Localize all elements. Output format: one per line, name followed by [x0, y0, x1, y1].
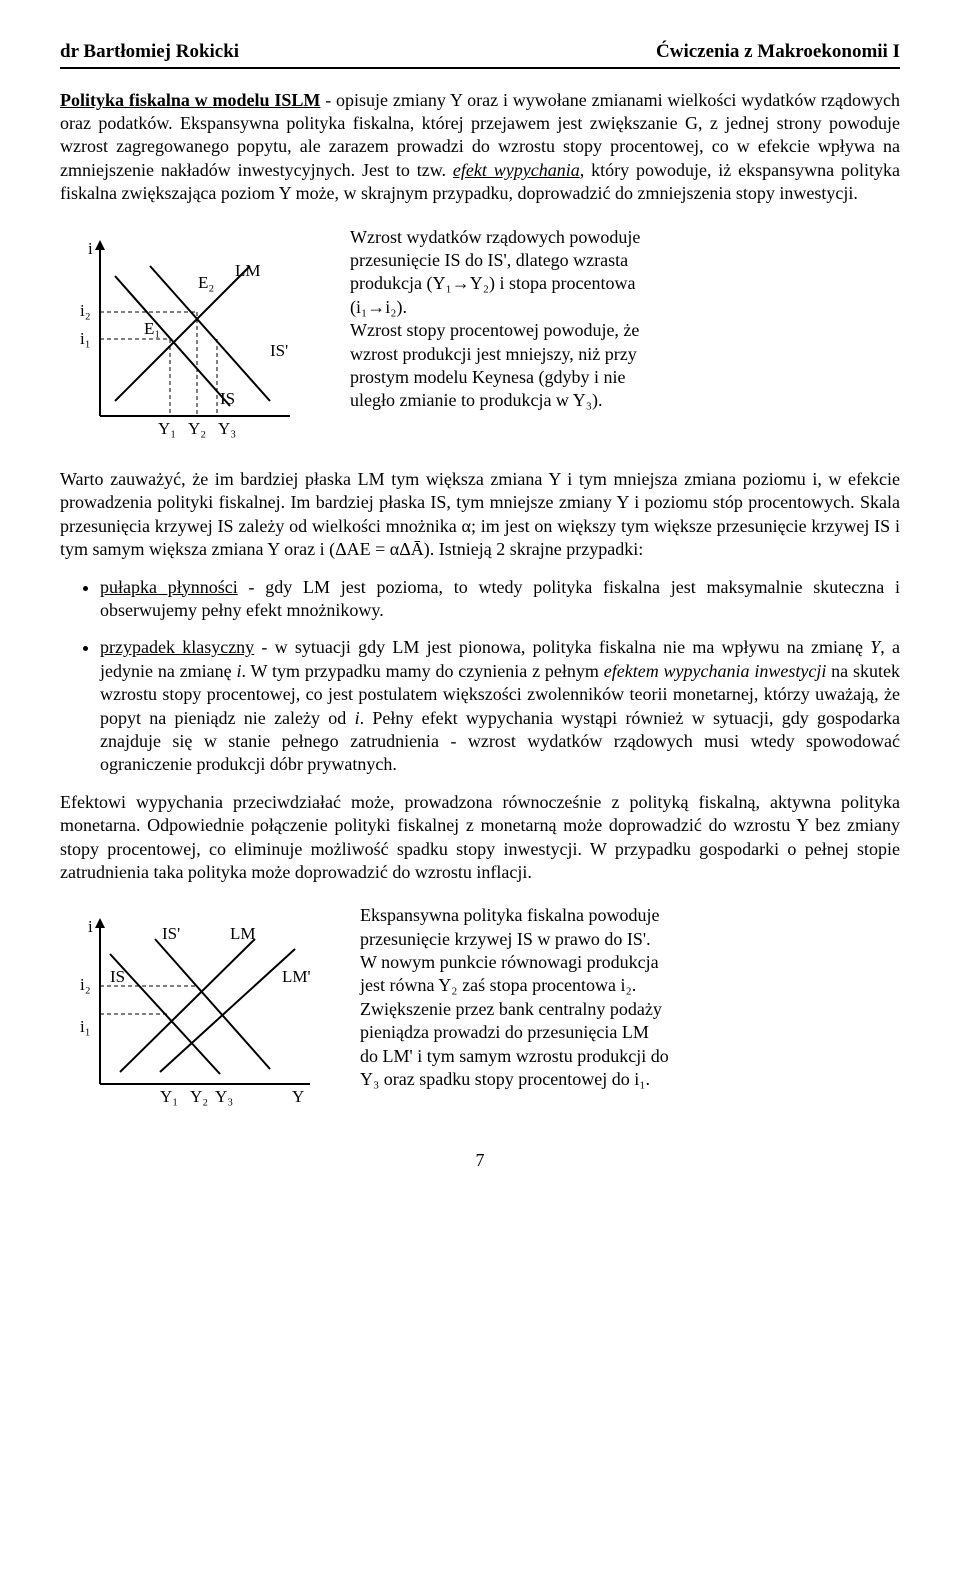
d1-IS: IS — [220, 389, 235, 408]
d1t-l3: produkcja (Y₁→Y₂) i stopa procentowa — [350, 272, 900, 295]
d2-LM: LM — [230, 924, 256, 943]
b2-Y: Y — [870, 637, 880, 657]
d1-Y2: Y₂ — [188, 419, 206, 438]
d2t-l8: Y₃ oraz spadku stopy procentowej do i₁. — [360, 1068, 900, 1091]
d1t-l1: Wzrost wydatków rządowych powoduje — [350, 226, 900, 249]
d1t-l7: prostym modelu Keynesa (gdyby i nie — [350, 366, 900, 389]
b2-eff: efektem wypychania inwestycji — [604, 661, 827, 681]
d1t-l8: uległo zmianie to produkcja w Y₃). — [350, 389, 900, 412]
header-title: Ćwiczenia z Makroekonomii I — [656, 40, 900, 65]
d2-ISp: IS' — [162, 924, 180, 943]
d1t-l6: wzrost produkcji jest mniejszy, niż przy — [350, 343, 900, 366]
d1-Y3: Y₃ — [218, 419, 236, 438]
d1t-l5: Wzrost stopy procentowej powoduje, że — [350, 319, 900, 342]
para1-term: Polityka fiskalna w modelu ISLM — [60, 90, 320, 110]
d2-i2: i₂ — [80, 975, 91, 994]
d2t-l5: Zwiększenie przez bank centralny podaży — [360, 998, 900, 1021]
b2-c: . W tym przypadku mamy do czynienia z pe… — [241, 661, 603, 681]
diagram-2-text: Ekspansywna polityka fiskalna powoduje p… — [360, 904, 900, 1120]
d2t-l1: Ekspansywna polityka fiskalna powoduje — [360, 904, 900, 927]
d2-Y3: Y₃ — [215, 1087, 233, 1106]
paragraph-2: Warto zauważyć, że im bardziej płaska LM… — [60, 468, 900, 562]
d1-i1: i₁ — [80, 329, 91, 348]
d1-LM: LM — [235, 261, 261, 280]
b2-a: - w sytuacji gdy LM jest pionowa, polity… — [254, 637, 870, 657]
bullet-1: pułapka płynności - gdy LM jest pozioma,… — [100, 576, 900, 623]
header-author: dr Bartłomiej Rokicki — [60, 40, 239, 65]
d1-i2: i₂ — [80, 301, 91, 320]
b2-head: przypadek klasyczny — [100, 637, 254, 657]
d2t-l7: do LM' i tym samym wzrostu produkcji do — [360, 1045, 900, 1068]
page-number: 7 — [60, 1149, 900, 1172]
paragraph-1: Polityka fiskalna w modelu ISLM - opisuj… — [60, 89, 900, 206]
diagram-1: i i₂ i₁ E₁ E₂ LM IS IS' Y₁ Y₂ Y₃ — [60, 226, 320, 452]
d1-Y1: Y₁ — [158, 419, 176, 438]
d2-Y: Y — [292, 1087, 304, 1106]
d1t-l2: przesunięcie IS do IS', dlatego wzrasta — [350, 249, 900, 272]
d2-i: i — [88, 917, 93, 936]
d2-Y1: Y₁ — [160, 1087, 178, 1106]
d2-IS: IS — [110, 967, 125, 986]
d2-i1: i₁ — [80, 1017, 91, 1036]
d1-E1: E₁ — [144, 319, 160, 338]
d1-ISp: IS' — [270, 341, 288, 360]
d1-E2: E₂ — [198, 273, 214, 292]
b1-head: pułapka płynności — [100, 577, 238, 597]
d1t-l4: (i₁→i₂). — [350, 296, 900, 319]
d2t-l6: pieniądza prowadzi do przesunięcia LM — [360, 1021, 900, 1044]
bullet-list: pułapka płynności - gdy LM jest pozioma,… — [60, 576, 900, 777]
d1-i: i — [88, 239, 93, 258]
d2t-l2: przesunięcie krzywej IS w prawo do IS'. — [360, 928, 900, 951]
diagram-1-row: i i₂ i₁ E₁ E₂ LM IS IS' Y₁ Y₂ Y₃ Wzrost … — [60, 226, 900, 452]
d2-LMp: LM' — [282, 967, 311, 986]
d2t-l4: jest równa Y₂ zaś stopa procentowa i₂. — [360, 974, 900, 997]
d2-Y2: Y₂ — [190, 1087, 208, 1106]
page-header: dr Bartłomiej Rokicki Ćwiczenia z Makroe… — [60, 40, 900, 69]
para1-effect: efekt wypychania — [453, 160, 580, 180]
bullet-2: przypadek klasyczny - w sytuacji gdy LM … — [100, 636, 900, 776]
d2t-l3: W nowym punkcie równowagi produkcja — [360, 951, 900, 974]
diagram-1-text: Wzrost wydatków rządowych powoduje przes… — [350, 226, 900, 452]
paragraph-3: Efektowi wypychania przeciwdziałać może,… — [60, 791, 900, 885]
diagram-2: i i₂ i₁ IS IS' LM LM' Y₁ Y₂ Y₃ Y — [60, 904, 330, 1120]
diagram-2-row: i i₂ i₁ IS IS' LM LM' Y₁ Y₂ Y₃ Y Ekspans… — [60, 904, 900, 1120]
